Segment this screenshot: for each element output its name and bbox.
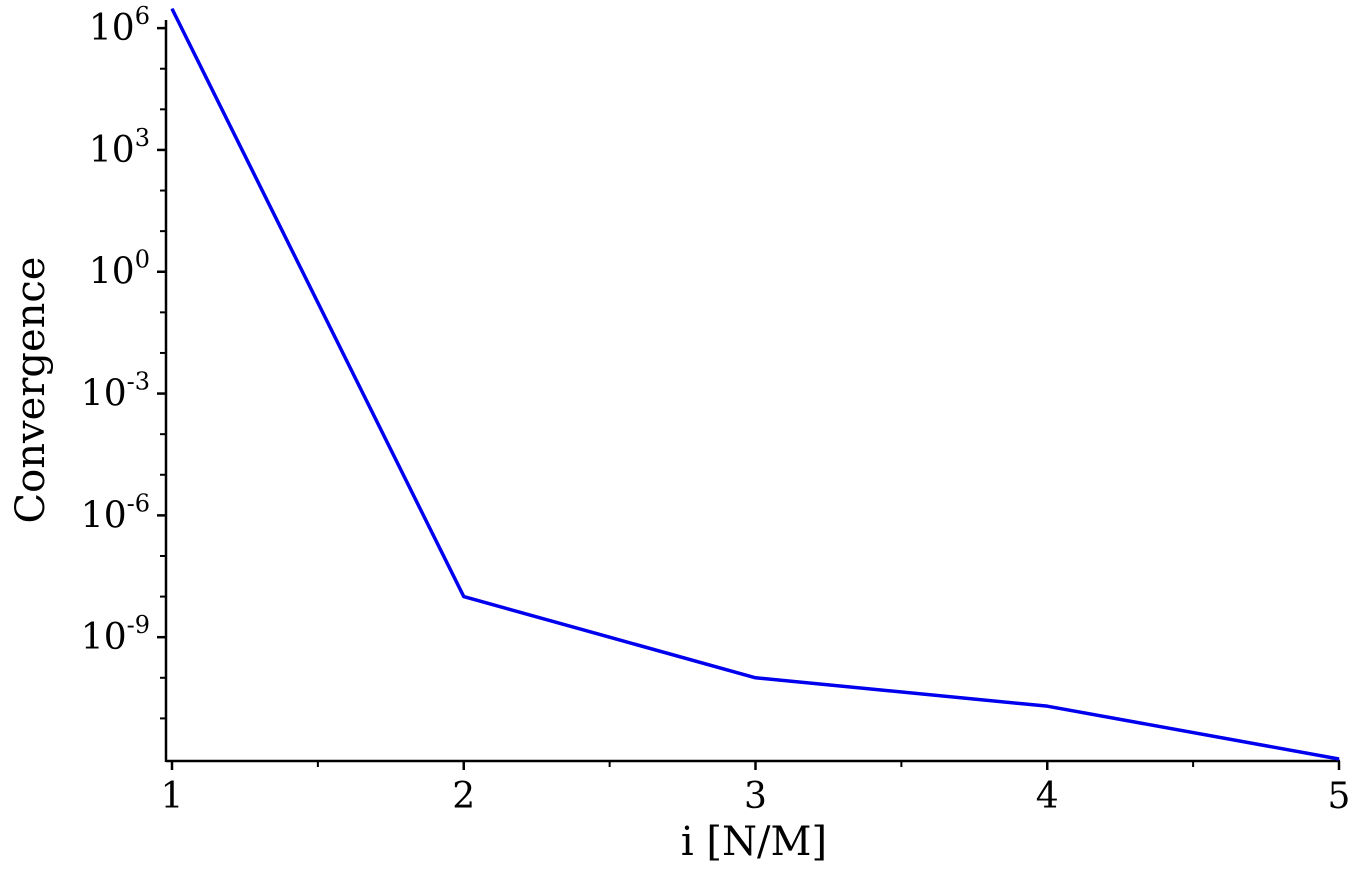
data-point [755,677,756,679]
y-axis-title: Convergence [8,257,54,524]
x-tick-label: 1 [161,776,184,817]
y-tick-label: 10-3 [81,368,150,415]
y-tick-label: 10-6 [81,489,150,536]
series-line [170,7,1340,761]
tick-labels: 1 2 3 4 5 106 103 100 10-3 10-6 10-9 [81,2,1351,817]
x-tick-label: 3 [744,776,767,817]
data-point [1046,705,1048,707]
y-tick-label: 10-9 [81,611,150,658]
data-point [463,596,465,598]
axes [164,20,1340,763]
x-tick-label: 2 [452,776,475,817]
y-tick-label: 103 [89,124,150,171]
series-layer [170,7,1340,761]
x-tick-label: 4 [1036,776,1059,817]
data-point [171,8,173,10]
x-tick-label: 5 [1328,776,1351,817]
y-tick-label: 106 [89,2,150,49]
ticks [157,26,1341,770]
x-axis-title: i [N/M] [681,819,827,865]
data-point [1338,758,1340,760]
y-tick-label: 100 [89,246,150,293]
